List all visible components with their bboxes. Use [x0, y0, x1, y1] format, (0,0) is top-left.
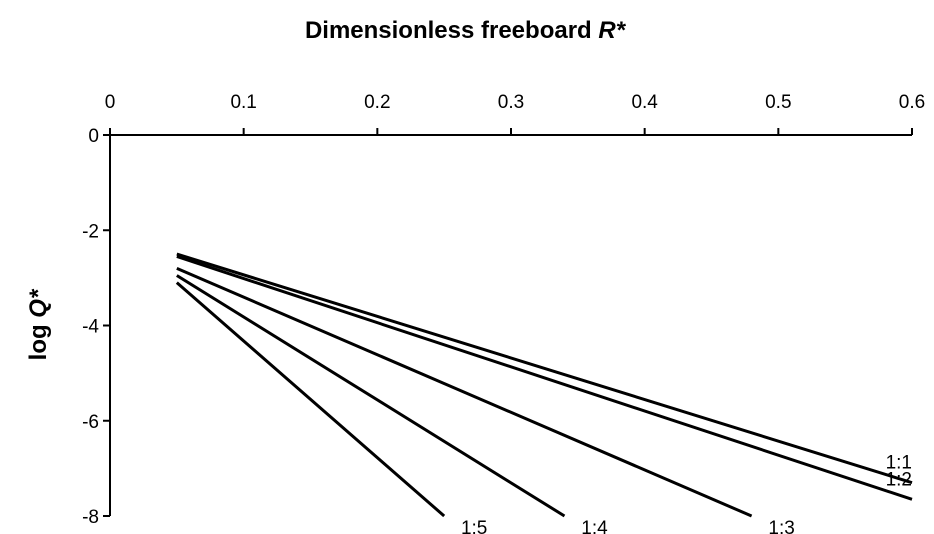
series-line-2 [176, 255, 913, 501]
y-tick-label: -2 [82, 221, 99, 242]
x-tick-label: 0.4 [631, 92, 658, 113]
chart-title: Dimensionless freeboard R* [305, 17, 627, 44]
x-tick-label: 0.2 [364, 92, 390, 113]
series-label-1: 1:1 [886, 453, 912, 474]
x-tick-label: 0.6 [899, 92, 925, 113]
y-tick-label: -4 [82, 317, 99, 338]
x-tick-label: 0.3 [498, 92, 524, 113]
x-tick-label: 0 [105, 92, 116, 113]
y-tick-label: -8 [82, 507, 99, 528]
series-label-3: 1:3 [768, 518, 794, 534]
y-axis-label: log Q* [25, 288, 52, 360]
x-ticks: 0 0.1 0.2 0.3 0.4 0.5 0.6 [105, 92, 925, 135]
y-ticks: 0 -2 -4 -6 -8 [82, 126, 110, 528]
series-line-5 [175, 281, 446, 518]
y-tick-label: -6 [82, 412, 99, 433]
series-label-5: 1:5 [461, 518, 487, 534]
series-label-4: 1:4 [581, 518, 608, 534]
series-line-3 [176, 266, 753, 518]
series-line-1 [176, 252, 913, 485]
x-tick-label: 0.5 [765, 92, 791, 113]
x-tick-label: 0.1 [230, 92, 256, 113]
series-line-4 [176, 274, 566, 518]
y-tick-label: 0 [88, 126, 99, 147]
series-label-2: 1:2 [886, 469, 912, 490]
series-lines: 1:11:2 1:3 1:4 1:5 [175, 252, 913, 534]
